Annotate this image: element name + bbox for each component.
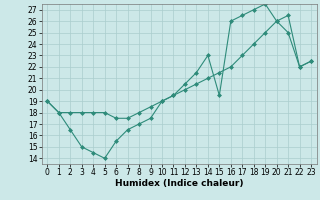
X-axis label: Humidex (Indice chaleur): Humidex (Indice chaleur) [115,179,244,188]
